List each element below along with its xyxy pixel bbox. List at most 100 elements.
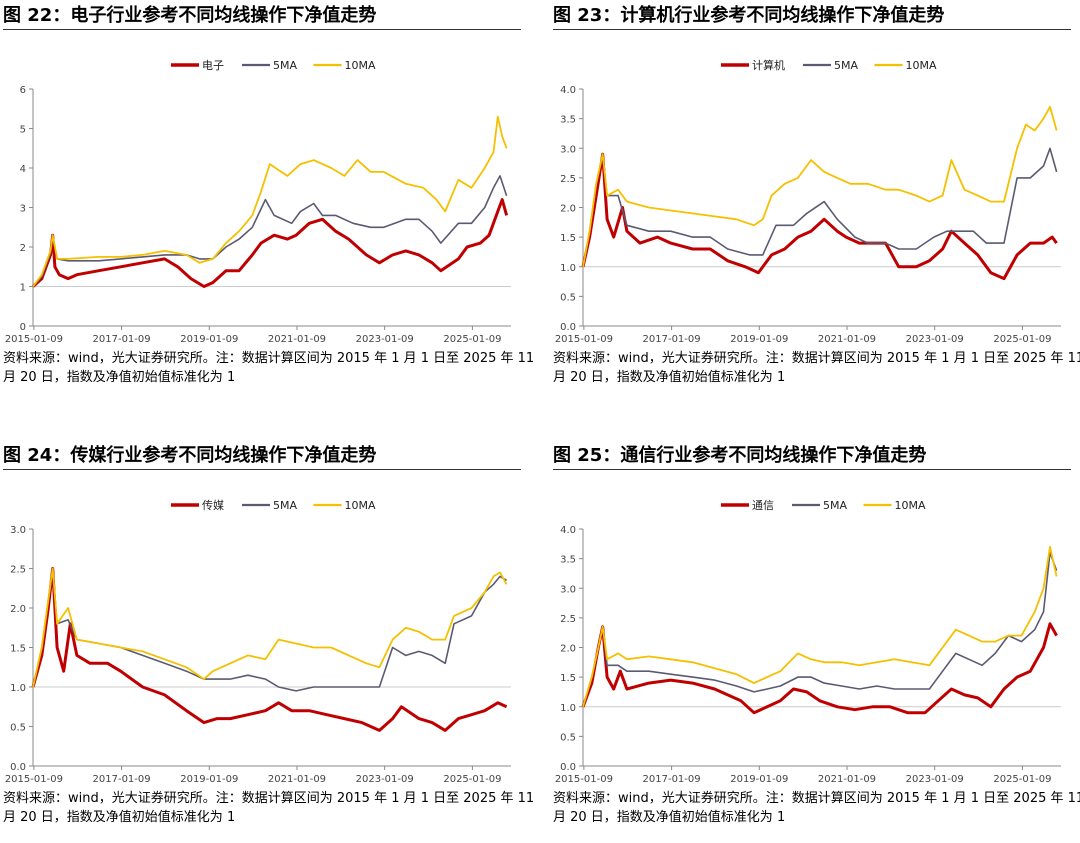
series-line-main [581,152,1058,281]
source-note: 资料来源：wind，光大证券研究所。注：数据计算区间为 2015 年 1 月 1… [553,789,1080,827]
series-line-ma10 [582,545,1058,708]
source-note-line1: 资料来源：wind，光大证券研究所。注：数据计算区间为 2015 年 1 月 1… [553,351,1080,366]
chart-panel-22: 图 22：电子行业参考不同均线操作下净值走势 0 1 2 3 4 5 6 2015-01-09… [3,3,535,403]
y-tick-label: 3.0 [560,584,576,595]
series-line-main [31,198,509,288]
x-tick-label: 2015-01-09 [555,334,613,345]
legend-label-ma10: 10MA [345,499,376,512]
series-line-ma5 [32,567,508,692]
y-tick-label: 0.0 [560,322,576,333]
series-line-ma5 [582,147,1058,267]
y-tick-label: 3.0 [560,144,576,155]
source-note-line2: 月 20 日，指数及净值初始值标准化为 1 [553,810,786,825]
series-line-main [581,622,1058,715]
x-tick-label: 2023-01-09 [356,334,414,345]
y-tick-label: 1.5 [560,233,576,244]
legend-label-ma5: 5MA [823,499,847,512]
chart-title: 图 24：传媒行业参考不同均线操作下净值走势 [3,443,521,470]
line-chart-media: 0.0 0.5 1.0 1.5 2.0 2.5 3.0 2015-01-09 2017-01-0… [5,499,511,785]
source-note: 资料来源：wind，光大证券研究所。注：数据计算区间为 2015 年 1 月 1… [3,349,535,387]
line-chart-computer: 0.0 0.5 1.0 1.5 2.0 2.5 3.0 3.5 4.0 2015-01-09 201… [555,58,1061,345]
y-tick-label: 2.0 [10,604,26,615]
source-note: 资料来源：wind，光大证券研究所。注：数据计算区间为 2015 年 1 月 1… [553,349,1080,387]
x-tick-label: 2017-01-09 [93,774,151,785]
series-line-ma10 [32,567,508,688]
y-tick-label: 0.0 [10,762,26,773]
source-note-line2: 月 20 日，指数及净值初始值标准化为 1 [553,370,786,385]
legend-label-main: 计算机 [752,58,785,72]
series-line-ma5 [582,551,1058,708]
x-tick-label: 2019-01-09 [730,774,788,785]
x-tick-label: 2017-01-09 [643,774,701,785]
source-note: 资料来源：wind，光大证券研究所。注：数据计算区间为 2015 年 1 月 1… [3,789,534,827]
x-tick-label: 2015-01-09 [5,334,63,345]
y-tick-label: 1 [20,283,26,294]
chart-panel-25: 图 25：通信行业参考不同均线操作下净值走势 0.0 0.5 1.0 1.5 2.0 2.… [553,443,1080,843]
y-tick-label: 2.5 [560,614,576,625]
y-tick-label: 2.5 [560,174,576,185]
legend-label-ma10: 10MA [345,59,376,72]
source-note-line1: 资料来源：wind，光大证券研究所。注：数据计算区间为 2015 年 1 月 1… [3,351,535,366]
legend-label-ma5: 5MA [273,59,297,72]
y-tick-label: 2.0 [560,644,576,655]
x-tick-label: 2025-01-09 [993,774,1051,785]
chart-panel-24: 图 24：传媒行业参考不同均线操作下净值走势 0.0 0.5 1.0 1.5 2.0 2.… [3,443,534,843]
y-tick-label: 1.5 [10,644,26,655]
chart-title: 图 23：计算机行业参考不同均线操作下净值走势 [553,3,1071,30]
x-tick-label: 2025-01-09 [993,334,1051,345]
y-tick-label: 3.5 [560,555,576,566]
legend-label-ma10: 10MA [895,499,926,512]
chart-title: 图 25：通信行业参考不同均线操作下净值走势 [553,443,1071,470]
line-chart-electronics: 0 1 2 3 4 5 6 2015-01-09 2017-01-09 2019-01-09 202… [5,59,511,345]
legend-label-ma5: 5MA [834,59,858,72]
source-note-line1: 资料来源：wind，光大证券研究所。注：数据计算区间为 2015 年 1 月 1… [553,791,1080,806]
y-tick-label: 4.0 [560,525,576,536]
y-tick-label: 1.0 [560,263,576,274]
y-tick-label: 0.5 [560,732,576,743]
legend: 计算机 5MA 10MA [721,58,937,72]
y-tick-label: 6 [20,85,26,96]
x-tick-label: 2025-01-09 [443,774,501,785]
x-tick-label: 2023-01-09 [906,334,964,345]
y-tick-label: 0.0 [560,762,576,773]
legend-label-ma10: 10MA [906,59,937,72]
series-line-ma10 [32,115,508,288]
x-tick-label: 2015-01-09 [555,774,613,785]
y-tick-label: 3.0 [10,525,26,536]
y-tick-label: 0.5 [560,292,576,303]
legend: 传媒 5MA 10MA [171,499,376,512]
series-line-main [31,567,508,732]
y-tick-label: 4 [20,164,26,175]
y-tick-label: 2.0 [560,204,576,215]
x-tick-label: 2015-01-09 [5,774,63,785]
x-tick-label: 2019-01-09 [730,334,788,345]
line-chart-telecom: 0.0 0.5 1.0 1.5 2.0 2.5 3.0 3.5 4.0 2015-01-09 201… [555,499,1061,785]
legend-label-ma5: 5MA [273,499,297,512]
x-tick-label: 2021-01-09 [268,774,326,785]
legend: 通信 5MA 10MA [721,499,926,512]
y-tick-label: 0.5 [10,723,26,734]
y-tick-label: 2 [20,243,26,254]
y-tick-label: 1.0 [10,683,26,694]
x-tick-label: 2019-01-09 [180,334,238,345]
x-tick-label: 2021-01-09 [818,774,876,785]
x-tick-label: 2021-01-09 [268,334,326,345]
legend-label-main: 传媒 [202,499,224,512]
x-tick-label: 2025-01-09 [443,334,501,345]
x-tick-label: 2023-01-09 [906,774,964,785]
y-tick-label: 3 [20,204,26,215]
legend-label-main: 电子 [202,59,224,72]
series-line-ma10 [582,105,1058,267]
chart-title: 图 22：电子行业参考不同均线操作下净值走势 [3,3,521,30]
legend-label-main: 通信 [752,499,774,512]
x-tick-label: 2019-01-09 [180,774,238,785]
x-tick-label: 2021-01-09 [818,334,876,345]
y-tick-label: 1.5 [560,673,576,684]
x-tick-label: 2017-01-09 [93,334,151,345]
y-tick-label: 4.0 [560,85,576,96]
series-line-ma5 [32,175,508,288]
chart-panel-23: 图 23：计算机行业参考不同均线操作下净值走势 0.0 0.5 1.0 1.5 2.0 2… [553,3,1080,403]
x-tick-label: 2017-01-09 [643,334,701,345]
x-tick-label: 2023-01-09 [356,774,414,785]
y-tick-label: 1.0 [560,703,576,714]
